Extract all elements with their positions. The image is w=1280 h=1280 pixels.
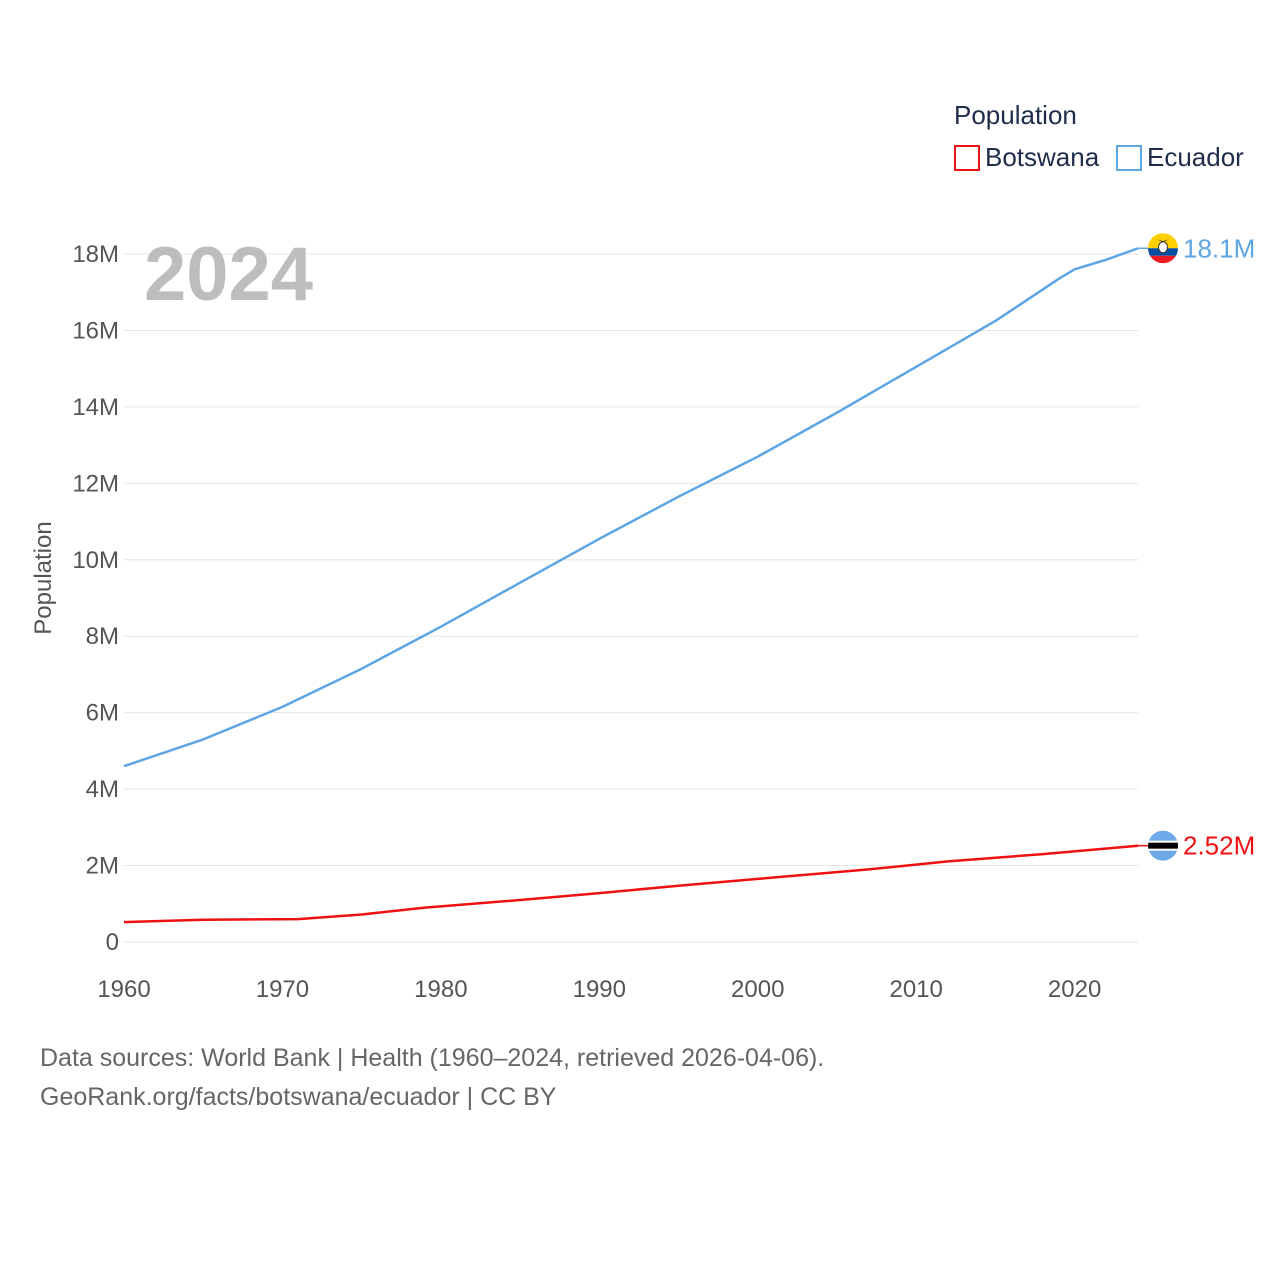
botswana-flag-icon: [1148, 830, 1178, 861]
line-chart: 0 2M 4M 6M 8M 10M 12M 14M 16M 18M 1960 1970 1980 199…: [30, 100, 1255, 1003]
x-tick-label: 2020: [1048, 976, 1101, 1003]
x-tick-label: 1970: [256, 976, 309, 1003]
y-tick-label: 12M: [72, 470, 119, 497]
legend-swatch-ecuador: [1116, 145, 1142, 171]
end-value-label-botswana: 2.52M: [1183, 831, 1255, 861]
x-tick-label: 2000: [731, 976, 784, 1003]
footer-sources: Data sources: World Bank | Health (1960–…: [40, 1044, 825, 1072]
y-tick-label: 18M: [72, 241, 119, 268]
legend-item-botswana[interactable]: Botswana: [954, 142, 1100, 172]
ecuador-flag-icon: [1148, 233, 1178, 264]
series-end-markers: 2.52M 18.1M: [1138, 233, 1255, 861]
gridlines: [124, 253, 1138, 943]
y-tick-label: 6M: [86, 700, 119, 727]
y-tick-label: 4M: [86, 776, 119, 803]
y-tick-label: 2M: [86, 853, 119, 880]
y-tick-label: 10M: [72, 547, 119, 574]
x-tick-label: 1980: [414, 976, 467, 1003]
legend-label-botswana: Botswana: [985, 142, 1100, 172]
y-tick-label: 8M: [86, 623, 119, 650]
series-lines: [123, 247, 1139, 924]
x-tick-label: 1990: [573, 976, 626, 1003]
series-line-ecuador: [123, 247, 1139, 768]
footer-link[interactable]: GeoRank.org/facts/botswana/ecuador | CC …: [40, 1083, 557, 1111]
y-axis-title: Population: [30, 521, 57, 634]
legend-title: Population: [954, 100, 1077, 130]
legend-swatch-botswana: [954, 145, 980, 171]
x-tick-label: 1960: [97, 976, 150, 1003]
x-axis-ticks: 1960 1970 1980 1990 2000 2010 2020: [97, 976, 1101, 1003]
series-line-botswana: [123, 844, 1139, 924]
legend-label-ecuador: Ecuador: [1147, 142, 1244, 172]
y-tick-label: 16M: [72, 317, 119, 344]
y-tick-label: 0: [106, 929, 119, 956]
year-overlay: 2024: [144, 232, 313, 317]
legend-item-ecuador[interactable]: Ecuador: [1116, 142, 1244, 172]
end-value-label-ecuador: 18.1M: [1183, 233, 1255, 263]
y-tick-label: 14M: [72, 394, 119, 421]
legend[interactable]: Population Botswana Ecuador: [954, 100, 1244, 172]
x-tick-label: 2010: [889, 976, 942, 1003]
y-axis-ticks: 0 2M 4M 6M 8M 10M 12M 14M 16M 18M: [72, 241, 119, 956]
